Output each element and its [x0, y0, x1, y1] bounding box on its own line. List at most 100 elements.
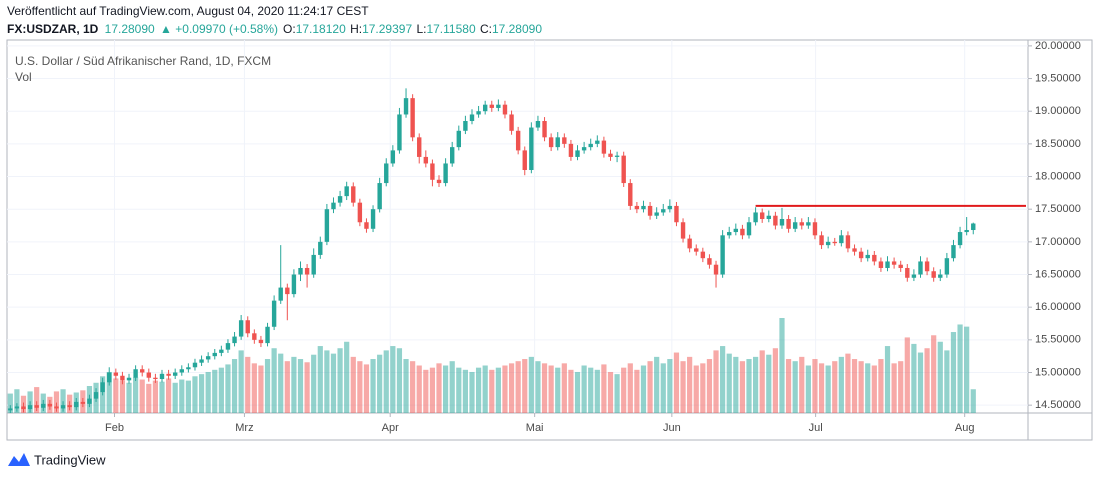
volume-bar	[884, 346, 891, 413]
volume-bar	[693, 365, 699, 413]
candle-body	[87, 398, 92, 404]
volume-bar	[502, 365, 508, 413]
candle-body	[153, 377, 158, 380]
candle-body	[93, 392, 99, 399]
candle-body	[278, 287, 283, 301]
ohlc-key: C:	[480, 22, 492, 36]
volume-bar	[456, 367, 462, 413]
candle-body	[390, 150, 396, 164]
volume-bar	[370, 359, 376, 413]
volume-bar	[917, 352, 924, 413]
candle-body	[680, 222, 686, 239]
candle-body	[575, 150, 580, 157]
volume-bar	[185, 380, 191, 413]
candle-body	[799, 222, 804, 226]
volume-bar	[410, 361, 416, 413]
volume-bar	[601, 364, 607, 413]
x-tick-label: Mrz	[235, 422, 253, 434]
volume-bar	[152, 380, 159, 413]
volume-bar	[7, 393, 13, 413]
volume-bar	[891, 363, 897, 413]
y-tick-label: 17.00000	[1035, 236, 1081, 248]
candle-body	[219, 349, 224, 353]
candle-body	[159, 373, 165, 380]
y-tick-label: 17.50000	[1035, 203, 1081, 215]
volume-bar	[640, 365, 647, 413]
volume-bar	[317, 346, 323, 413]
volume-bar	[700, 363, 706, 413]
candle-body	[733, 228, 739, 233]
volume-bar	[654, 356, 660, 413]
volume-bar	[403, 359, 409, 413]
volume-bar	[436, 363, 442, 413]
candle-body	[957, 232, 963, 246]
volume-bar	[264, 359, 271, 413]
volume-bar	[324, 350, 330, 413]
volume-bar	[568, 369, 574, 413]
volume-bar	[746, 359, 752, 413]
volume-bar	[429, 367, 436, 413]
volume-bar	[858, 361, 864, 413]
volume-bar	[258, 365, 264, 413]
candle-body	[67, 405, 72, 408]
candle-body	[502, 104, 508, 115]
chart-title: U.S. Dollar / Süd Afrikanischer Rand, 1D…	[15, 54, 271, 68]
candle-body	[891, 261, 897, 265]
candle-body	[806, 222, 811, 226]
brand-icon	[8, 453, 30, 466]
candle-body	[727, 232, 732, 236]
candle-body	[8, 408, 13, 411]
candle-body	[285, 287, 290, 295]
volume-bar	[535, 361, 541, 413]
volume-bar	[522, 359, 528, 413]
volume-bar	[541, 363, 548, 413]
volume-bar	[291, 356, 297, 413]
volume-bar	[673, 352, 680, 413]
volume-bar	[159, 381, 165, 413]
volume-bar	[799, 356, 805, 413]
volume-bar	[396, 348, 403, 413]
volume-bar	[779, 318, 785, 413]
candle-body	[581, 147, 587, 151]
last-price: 17.28090	[105, 22, 155, 36]
candle-body	[443, 163, 448, 184]
y-tick-label: 18.00000	[1035, 170, 1081, 182]
candle-body	[825, 241, 831, 246]
candle-body	[423, 156, 429, 164]
volume-bar	[495, 367, 501, 413]
volume-bar	[489, 369, 495, 413]
volume-bar	[53, 391, 60, 413]
candle-body	[786, 218, 791, 229]
volume-bar	[165, 378, 172, 413]
candle-body	[140, 369, 145, 373]
candle-body	[252, 333, 257, 340]
ohlc-key: H:	[350, 22, 362, 36]
candle-body	[304, 267, 310, 275]
brand-logo: TradingView	[8, 452, 106, 467]
candle-body	[120, 375, 125, 381]
candle-body	[885, 261, 890, 268]
volume-bars	[7, 318, 976, 413]
y-tick-label: 16.00000	[1035, 301, 1081, 313]
volume-bar	[34, 387, 40, 413]
candle-body	[634, 205, 640, 210]
volume-bar	[245, 356, 251, 413]
candle-body	[562, 137, 567, 144]
volume-bar	[574, 371, 581, 413]
candle-body	[522, 150, 527, 170]
volume-bar	[845, 353, 851, 413]
candle-body	[107, 372, 112, 383]
volume-bar	[766, 354, 772, 413]
volume-bar	[970, 389, 976, 413]
candle-body	[489, 104, 494, 108]
volume-bar	[911, 343, 917, 413]
volume-bar	[812, 359, 818, 413]
candle-body	[205, 356, 211, 360]
volume-bar	[462, 369, 468, 413]
candle-body	[476, 111, 481, 115]
volume-bar	[475, 367, 482, 413]
volume-bar	[106, 371, 112, 413]
volume-bar	[924, 348, 930, 413]
candle-body	[694, 248, 699, 252]
candle-body	[436, 179, 442, 184]
